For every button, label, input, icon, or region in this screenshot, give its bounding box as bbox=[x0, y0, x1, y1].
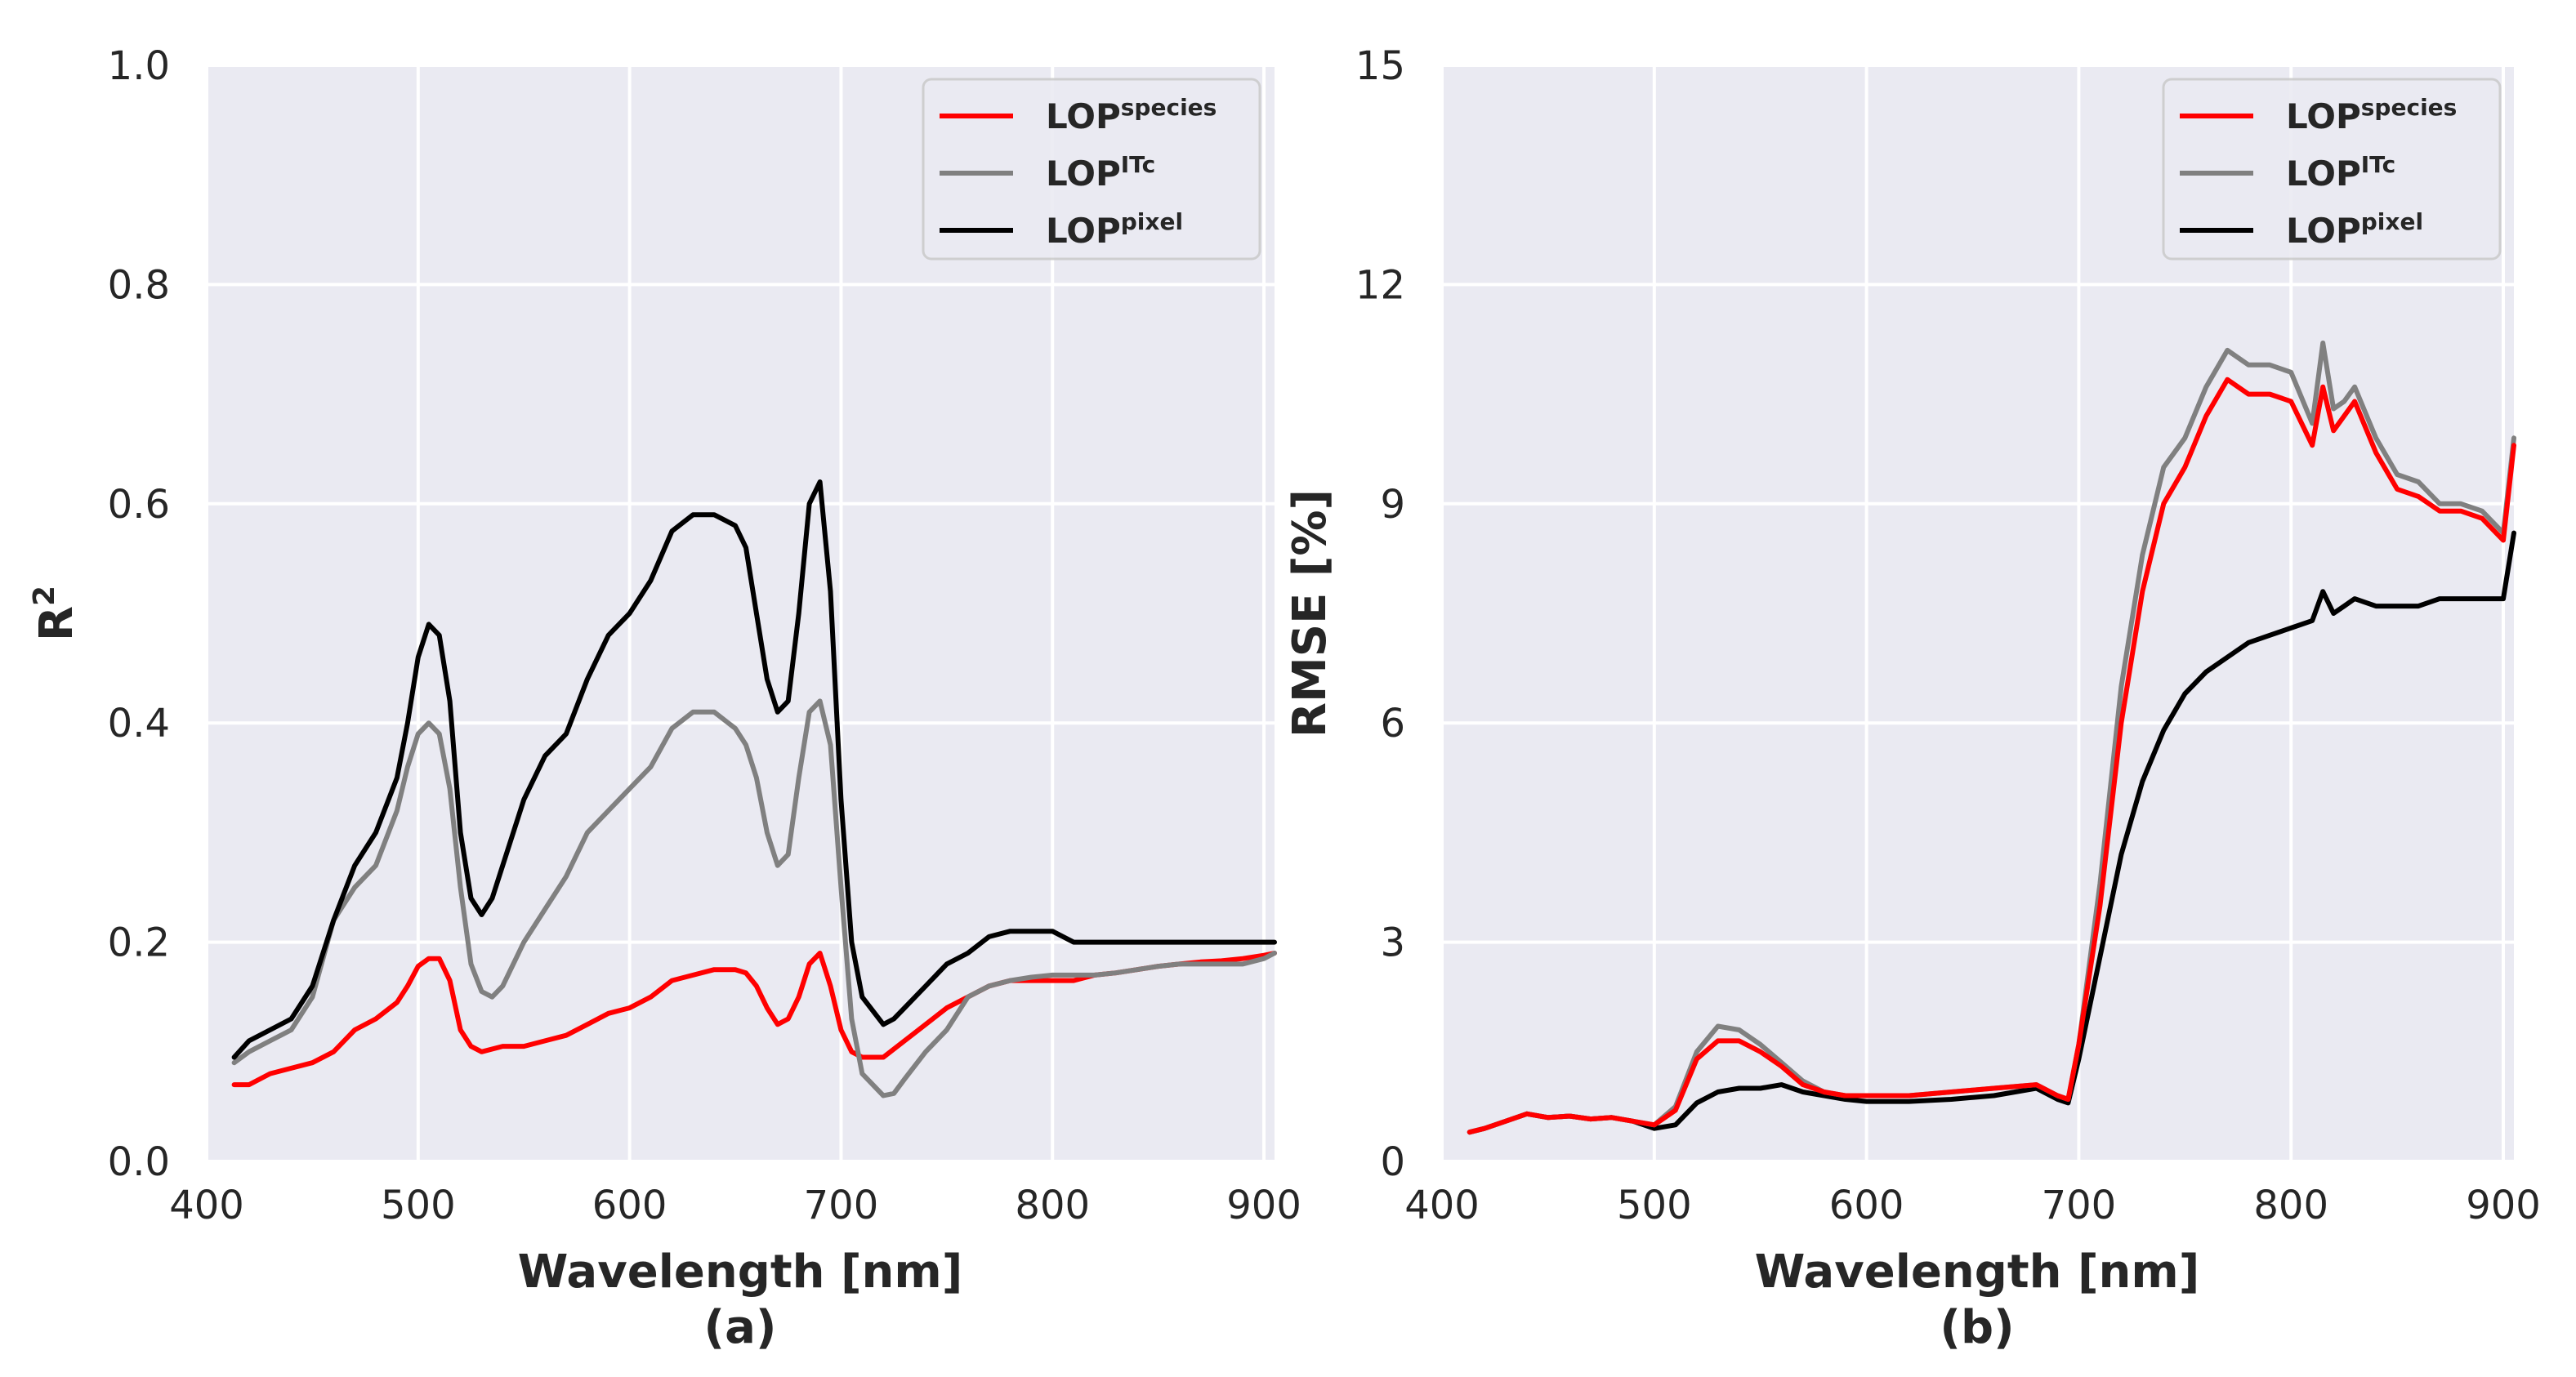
legend-label-main-pixel-b: LOP bbox=[2286, 211, 2361, 251]
legend-label-sup-itc-a: ITc bbox=[1121, 151, 1155, 178]
x-tick-label-a: 700 bbox=[804, 1183, 879, 1228]
x-tick-label-a: 400 bbox=[169, 1183, 244, 1228]
panel-label-a: (a) bbox=[704, 1301, 777, 1354]
y-tick-label-a: 0.0 bbox=[108, 1139, 170, 1185]
y-tick-label-b: 9 bbox=[1380, 482, 1405, 528]
legend-label-itc-b: LOPITc bbox=[2286, 151, 2395, 194]
x-axis-label-a: Wavelength [nm] bbox=[518, 1246, 963, 1299]
y-tick-label-a: 1.0 bbox=[108, 43, 170, 89]
y-tick-label-b: 15 bbox=[1355, 43, 1405, 89]
legend-label-pixel-a: LOPpixel bbox=[1046, 208, 1183, 251]
y-tick-label-a: 0.4 bbox=[108, 701, 170, 746]
y-axis-label-a-main: R bbox=[30, 606, 83, 641]
legend-label-species-b: LOPspecies bbox=[2286, 94, 2457, 136]
series-line-pixel-a bbox=[231, 479, 1277, 1060]
y-tick-label-b: 12 bbox=[1355, 262, 1405, 308]
legend-label-main-pixel-a: LOP bbox=[1046, 211, 1121, 251]
series-line-species-b bbox=[1467, 377, 2516, 1135]
legend-label-sup-species-b: species bbox=[2361, 94, 2458, 121]
legend-label-main-species-a: LOP bbox=[1046, 96, 1121, 136]
legend-label-main-itc-a: LOP bbox=[1046, 154, 1121, 194]
y-tick-label-a: 0.8 bbox=[108, 262, 170, 308]
x-tick-label-a: 800 bbox=[1015, 1183, 1090, 1228]
y-tick-label-b: 3 bbox=[1380, 920, 1405, 966]
y-tick-label-b: 6 bbox=[1380, 701, 1405, 746]
legend-label-itc-a: LOPITc bbox=[1046, 151, 1155, 194]
chart-a: 400 500 600 700 800 900 0.0 0.2 0.4 0.6 0.8 1.0 Wa… bbox=[28, 43, 1301, 1354]
x-tick-label-b: 600 bbox=[1829, 1183, 1904, 1228]
legend-label-main-itc-b: LOP bbox=[2286, 154, 2361, 194]
legend-box-b bbox=[2162, 78, 2502, 261]
series-lines-b bbox=[1467, 341, 2516, 1135]
legend-label-sup-pixel-a: pixel bbox=[1121, 208, 1183, 235]
legend-label-sup-itc-b: ITc bbox=[2361, 151, 2395, 178]
legend-label-pixel-b: LOPpixel bbox=[2286, 208, 2423, 251]
legend-box-a bbox=[922, 78, 1261, 261]
series-line-species-a bbox=[231, 951, 1277, 1088]
y-tick-label-b: 0 bbox=[1380, 1139, 1405, 1185]
y-axis-label-a-sup: 2 bbox=[28, 586, 61, 606]
x-tick-label-b: 900 bbox=[2466, 1183, 2541, 1228]
x-tick-label-b: 700 bbox=[2042, 1183, 2117, 1228]
chart-b: 400 500 600 700 800 900 0 3 6 9 12 15 Wavelength [… bbox=[1284, 43, 2541, 1354]
y-axis-label-b: RMSE [%] bbox=[1284, 489, 1337, 738]
y-tick-label-a: 0.2 bbox=[108, 920, 170, 966]
x-tick-label-a: 900 bbox=[1226, 1183, 1301, 1228]
y-ticks-a: 0.0 0.2 0.4 0.6 0.8 1.0 bbox=[108, 43, 170, 1185]
x-tick-label-b: 500 bbox=[1617, 1183, 1692, 1228]
y-tick-label-a: 0.6 bbox=[108, 482, 170, 528]
legend-label-sup-species-a: species bbox=[1121, 94, 1217, 121]
legend-label-main-species-b: LOP bbox=[2286, 96, 2361, 136]
series-line-itc-a bbox=[231, 698, 1277, 1098]
y-ticks-b: 0 3 6 9 12 15 bbox=[1355, 43, 1405, 1185]
x-axis-label-b: Wavelength [nm] bbox=[1755, 1246, 2200, 1299]
x-tick-label-a: 600 bbox=[592, 1183, 667, 1228]
legend-label-sup-pixel-b: pixel bbox=[2361, 208, 2423, 235]
panel-label-b: (b) bbox=[1940, 1301, 2014, 1354]
grid-b bbox=[1440, 64, 2514, 1163]
x-ticks-b: 400 500 600 700 800 900 bbox=[1404, 1183, 2541, 1228]
x-tick-label-b: 400 bbox=[1404, 1183, 1480, 1228]
y-axis-label-a: R2 bbox=[28, 586, 83, 641]
x-tick-label-a: 500 bbox=[381, 1183, 456, 1228]
x-ticks-a: 400 500 600 700 800 900 bbox=[169, 1183, 1301, 1228]
legend-label-species-a: LOPspecies bbox=[1046, 94, 1217, 136]
series-lines-a bbox=[231, 479, 1277, 1098]
x-tick-label-b: 800 bbox=[2253, 1183, 2328, 1228]
